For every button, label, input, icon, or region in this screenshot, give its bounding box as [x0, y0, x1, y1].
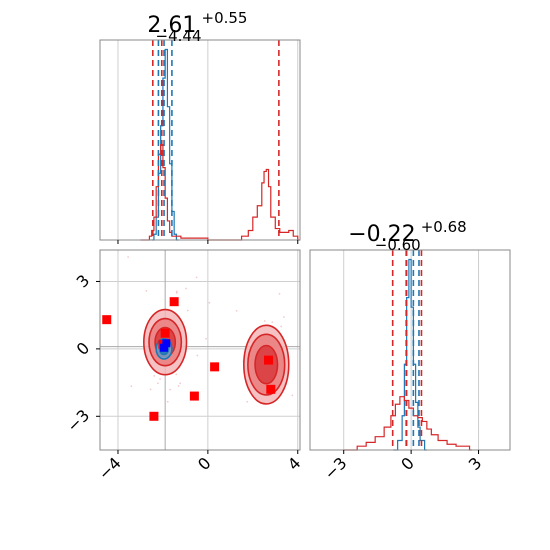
sample-point	[263, 320, 266, 322]
sample-point	[177, 385, 180, 387]
marginal-x-title-upper: +0.55	[202, 9, 248, 27]
joint-scatter-panel: −4 0 4 3 0 −3	[63, 249, 305, 484]
sample-point	[175, 291, 178, 294]
marginal-x-title: 2.61 +0.55 −4.44	[147, 8, 252, 45]
sample-point	[282, 316, 285, 318]
red-marker-4	[149, 411, 159, 421]
histogram-series-1	[343, 396, 472, 451]
sample-point	[153, 374, 156, 377]
sample-point	[185, 287, 187, 290]
sample-point	[196, 354, 199, 357]
sample-point	[246, 400, 249, 403]
blue-marker-0	[160, 343, 169, 352]
marginal-x-title-value: 2.61	[147, 13, 196, 38]
histogram-series-0	[393, 258, 427, 451]
sample-point	[179, 382, 182, 385]
y-tick-label-2: −3	[63, 406, 93, 436]
red-marker-2	[160, 328, 170, 338]
marginal-y-title-lower: −0.60	[375, 236, 421, 254]
sample-point	[157, 382, 159, 385]
red-marker-8	[266, 384, 276, 394]
sample-point	[130, 385, 133, 388]
sample-point	[205, 337, 207, 340]
sample-point	[271, 321, 274, 324]
joint-frame	[99, 249, 301, 451]
sample-point	[195, 276, 198, 279]
y-tick-label-1: 0	[73, 338, 94, 359]
x-tick-label-1: 0	[397, 453, 418, 474]
x-tick-label-2: 4	[284, 453, 305, 474]
x-tick-label-0: −3	[320, 453, 350, 483]
histogram-series-0	[151, 48, 179, 241]
marginal-y-title: −0.22 +0.68 −0.60	[348, 217, 472, 254]
sample-point	[186, 309, 189, 312]
marginal-y-panel: −3 0 3	[309, 249, 511, 484]
sample-point	[127, 256, 130, 258]
red-marker-7	[264, 355, 274, 365]
sample-point	[175, 290, 178, 293]
marginal-x-title-lower: −4.44	[156, 27, 202, 45]
x-tick-label-1: 0	[194, 453, 215, 474]
sample-point	[280, 325, 283, 328]
y-tick-label-0: 3	[73, 271, 94, 292]
marginal-x-frame	[99, 39, 301, 241]
sample-point	[208, 301, 211, 304]
blue-marker-1	[162, 339, 171, 348]
sample-point	[166, 400, 169, 403]
sample-point	[159, 378, 162, 380]
sample-point	[278, 292, 281, 295]
x-tick-label-2: 3	[465, 453, 486, 474]
red-marker-6	[210, 362, 220, 372]
marginal-y-title-upper: +0.68	[421, 218, 467, 236]
sample-point	[149, 388, 152, 391]
x-tick-label-0: −4	[95, 453, 125, 483]
marginal-y-frame	[309, 249, 511, 451]
sample-point	[169, 388, 172, 391]
red-marker-5	[189, 391, 199, 401]
sample-point	[291, 394, 294, 397]
red-marker-1	[169, 297, 179, 307]
sample-point	[175, 373, 178, 376]
red-marker-0	[102, 315, 112, 325]
sample-point	[145, 289, 148, 292]
marginal-x-panel	[99, 39, 301, 244]
marginal-y-title-value: −0.22	[348, 222, 415, 247]
sample-point	[235, 309, 238, 312]
